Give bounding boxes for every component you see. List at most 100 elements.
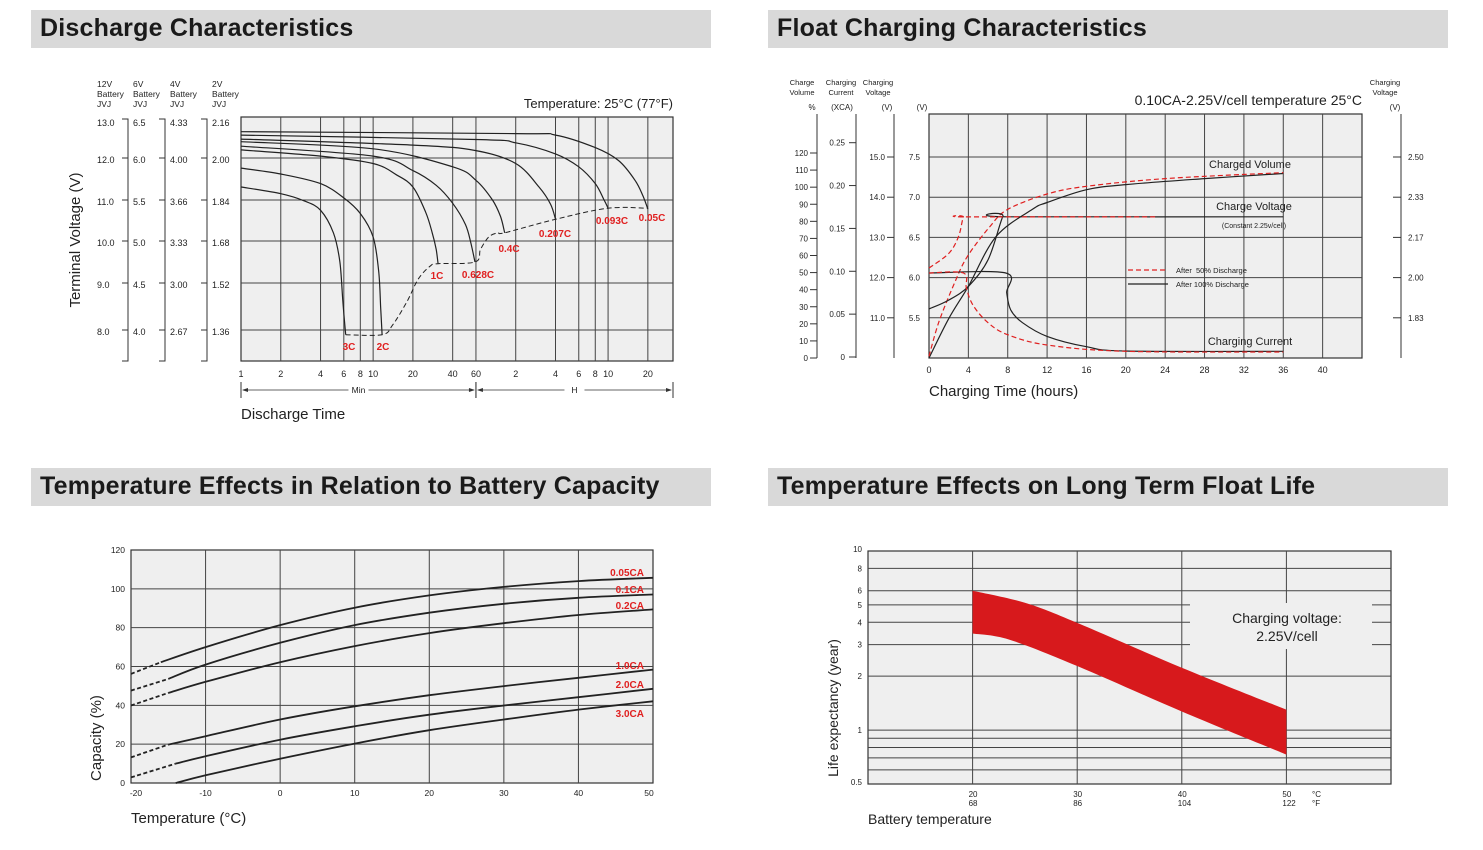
capacity-curve-label: 2.0CA <box>616 680 644 691</box>
discharge-curve-0.093C <box>240 134 609 209</box>
capacity-section-header: Temperature Effects in Relation to Batte… <box>31 468 711 506</box>
float-y-tick-label-charge_volume: 40 <box>799 286 808 295</box>
float-y-tick-label-charge_volume: 50 <box>799 269 808 278</box>
capacity-x-axis-title: Temperature (°C) <box>131 810 246 827</box>
float-y-tick-label-charge_volume: 60 <box>799 252 808 261</box>
life-x-tick-label-c: 20 <box>969 790 978 799</box>
capacity-curve-label: 0.1CA <box>616 585 644 596</box>
float-y-tick-label-charging_voltage_12v: 13.0 <box>869 233 885 242</box>
capacity-y-tick-label: 120 <box>111 545 125 555</box>
discharge-x-tick-label: 10 <box>368 369 378 379</box>
discharge-y-tick-label: 4.00 <box>170 155 188 165</box>
life-x-tick-label-c: 50 <box>1282 790 1291 799</box>
discharge-y-tick-label: 6.0 <box>133 155 146 165</box>
float-x-tick-label: 32 <box>1239 365 1249 375</box>
discharge-x-tick-label: 6 <box>576 369 581 379</box>
life-y-tick-label: 8 <box>858 564 863 573</box>
discharge-curve-0.207C <box>240 138 557 220</box>
discharge-curve-label: 2C <box>377 342 390 353</box>
float-curve-charged_volume-50pct <box>928 172 1284 357</box>
life-annotation-line1: Charging voltage: <box>1232 610 1342 626</box>
discharge-range-label: H <box>571 385 577 395</box>
life-y-tick-label: 2 <box>858 672 863 681</box>
float-axis-header: Volume <box>789 88 814 97</box>
discharge-y-tick-label: 2.00 <box>212 155 230 165</box>
float-y-tick-label-cell_voltage: 1.83 <box>1408 314 1424 323</box>
float-condition-note: 0.10CA-2.25V/cell temperature 25°C <box>1135 92 1362 108</box>
float-y-tick-label-charge_volume: 70 <box>799 234 808 243</box>
life-x-tick-label-c: 40 <box>1178 790 1187 799</box>
life-x-tick-label-f: 86 <box>1073 799 1082 808</box>
float-x-tick-label: 8 <box>1005 365 1010 375</box>
float-y-tick-label-charging_voltage_12v: 11.0 <box>870 314 886 323</box>
float-axis-header: Charging <box>826 78 856 87</box>
life-y-tick-label: 3 <box>858 641 863 650</box>
capacity-x-tick-label: 40 <box>574 788 584 798</box>
float-y-tick-label-charging_current: 0 <box>841 353 846 362</box>
float-x-tick-label: 28 <box>1200 365 1210 375</box>
float-axis-header: Charge <box>790 78 815 87</box>
discharge-y-tick-label: 1.84 <box>212 197 230 207</box>
life-x-tick-label-f: 122 <box>1282 799 1296 808</box>
discharge-y-tick-label: 6.5 <box>133 118 146 128</box>
float-x-tick-label: 0 <box>926 365 931 375</box>
discharge-y-tick-label: 5.5 <box>133 197 146 207</box>
discharge-range-label-bg <box>564 384 585 395</box>
float-life-section-header: Temperature Effects on Long Term Float L… <box>768 468 1448 506</box>
float-y-tick-label-charging_voltage_12v: 15.0 <box>869 153 885 162</box>
capacity-x-tick-label: 10 <box>350 788 360 798</box>
float-axis-header: Voltage <box>865 88 890 97</box>
life-x-tick-label-f: 104 <box>1178 799 1192 808</box>
discharge-y-tick-label: 9.0 <box>97 280 110 290</box>
discharge-curve-2C <box>240 167 383 335</box>
discharge-x-tick-label: 8 <box>593 369 598 379</box>
capacity-curve-label: 0.2CA <box>616 601 644 612</box>
discharge-axis-header: JVJ <box>170 99 184 109</box>
float-charging-section-header: Float Charging Characteristics <box>768 10 1448 48</box>
discharge-range-label: Min <box>352 385 366 395</box>
capacity-x-tick-label: -10 <box>199 788 212 798</box>
float-label-constant-voltage: (Constant 2.25v/cell) <box>1222 223 1286 230</box>
discharge-curve-0.05C <box>240 131 649 210</box>
float-y-tick-label-charging_voltage_12v: 12.0 <box>869 274 885 283</box>
discharge-axis-bracket <box>122 118 129 362</box>
float-x-tick-label: 36 <box>1278 365 1288 375</box>
discharge-x-tick-label: 10 <box>603 369 613 379</box>
life-annotation-line2: 2.25V/cell <box>1256 628 1317 644</box>
discharge-cutoff-dashed-line <box>345 206 648 336</box>
discharge-curve-label: 1C <box>431 271 444 282</box>
float-x-tick-label: 24 <box>1160 365 1170 375</box>
discharge-x-tick-label: 6 <box>341 369 346 379</box>
float-y-tick-label-charge_volume: 90 <box>799 200 808 209</box>
discharge-y-tick-label: 2.16 <box>212 118 230 128</box>
discharge-x-tick-label: 20 <box>408 369 418 379</box>
discharge-axis-header: JVJ <box>212 99 226 109</box>
capacity-curve-0.2CA <box>168 608 654 694</box>
float-curve-charging_current-50pct <box>928 271 1284 353</box>
float-y-tick-label-charge_volume: 20 <box>799 320 808 329</box>
float-y-tick-label-charge_volume: 110 <box>795 166 808 175</box>
discharge-axis-header: Battery <box>212 89 240 99</box>
legend-label-100pct: After 100% Discharge <box>1176 280 1249 289</box>
float-plot-area <box>928 113 1363 359</box>
discharge-axis-header: Battery <box>170 89 198 99</box>
discharge-range-label-bg <box>348 384 369 395</box>
float-axis-unit: (V) <box>1390 103 1401 112</box>
discharge-curve-3C <box>240 186 347 335</box>
float-y-tick-label-voltage: 5.5 <box>909 314 921 323</box>
capacity-curve-0.1CA <box>167 593 654 680</box>
discharge-axis-header: JVJ <box>133 99 147 109</box>
life-y-axis-title: Life expectancy (year) <box>825 639 841 777</box>
float-y-tick-label-voltage: 7.0 <box>909 193 921 202</box>
discharge-y-tick-label: 4.5 <box>133 280 146 290</box>
float-axis-unit: (V) <box>917 103 928 112</box>
float-y-tick-label-cell_voltage: 2.00 <box>1408 274 1424 283</box>
life-x-axis-title: Battery temperature <box>868 811 992 827</box>
capacity-curve-1.0CA <box>168 668 654 746</box>
capacity-curve-extrapolated-2.0CA <box>130 762 176 779</box>
discharge-y-tick-label: 12.0 <box>97 155 115 165</box>
discharge-curve-label: 0.093C <box>596 216 628 227</box>
float-curve-charge_voltage-50pct <box>928 215 1156 269</box>
capacity-curve-2.0CA <box>175 687 654 765</box>
